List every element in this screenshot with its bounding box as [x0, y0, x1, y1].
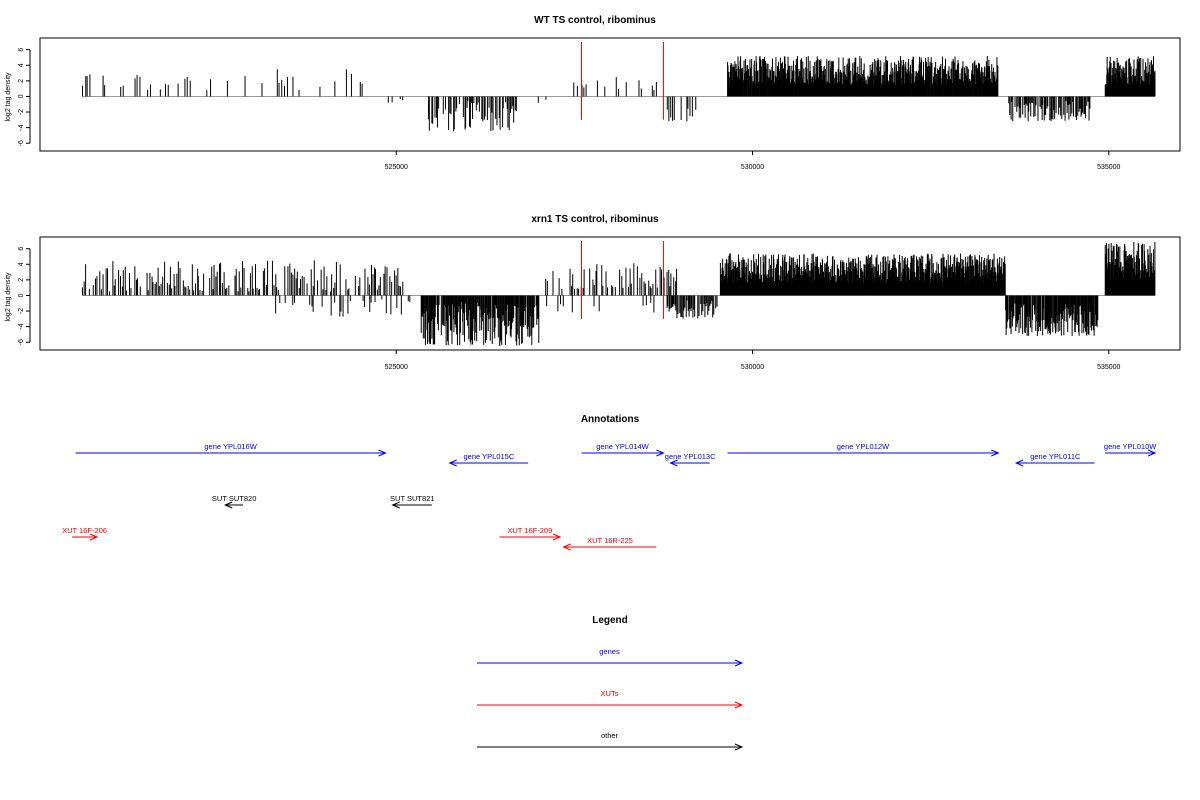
annotation-label: gene YPL012W	[837, 442, 890, 451]
annotation-label: XUT 16F-206	[62, 526, 107, 535]
xrn1-y-tick-label: 4	[18, 262, 25, 266]
wt-y-axis-label: log2 tag density	[5, 72, 12, 122]
legend-arrow-head	[734, 659, 744, 667]
legend-item: other	[477, 731, 744, 751]
annotation-feature: gene YPL011C	[1014, 452, 1095, 467]
annotation-label: gene YPL013C	[665, 452, 716, 461]
legend-label: other	[601, 731, 619, 740]
annotations-title: Annotations	[581, 414, 640, 425]
wt-y-tick-label: -6	[18, 140, 25, 146]
annotation-arrow-head	[89, 533, 99, 541]
annotation-arrow-head	[552, 533, 562, 541]
annotation-label: gene YPL010W	[1104, 442, 1157, 451]
wt-signal-bars	[82, 56, 1156, 132]
xrn1-x-tick-label: 530000	[741, 364, 764, 371]
annotation-feature: XUT 16F-209	[499, 526, 562, 541]
annotation-arrow-head	[1147, 449, 1157, 457]
annotation-arrow-head	[991, 449, 1000, 457]
annotation-feature: gene YPL013C	[665, 452, 716, 467]
xrn1-plot-frame	[39, 236, 1181, 351]
legend-arrow-head	[734, 701, 744, 709]
xrn1-signal-bars	[81, 241, 1156, 347]
annotation-label: SUT SUT821	[390, 494, 434, 503]
wt-x-tick-label: 525000	[385, 164, 408, 171]
annotation-arrow-head	[1014, 459, 1024, 467]
xrn1-panel: xrn1 TS control, ribominus log2 tag dens…	[5, 214, 1181, 371]
annotation-arrow-head	[562, 543, 571, 551]
xrn1-y-tick-label: -6	[18, 339, 25, 345]
wt-y-tick-label: 2	[18, 79, 25, 83]
annotation-feature: gene YPL014W	[581, 442, 665, 457]
annotation-arrow-head	[378, 449, 387, 457]
xrn1-x-tick-label: 535000	[1097, 364, 1120, 371]
annotation-arrow-head	[669, 459, 678, 467]
annotation-tracks: gene YPL016W gene YPL015C gene YPL014W gene…	[62, 442, 1157, 551]
annotation-feature: SUT SUT820	[212, 494, 256, 509]
annotation-feature: gene YPL012W	[727, 442, 1000, 457]
wt-x-tick-label: 530000	[741, 164, 764, 171]
wt-plot-frame	[39, 37, 1181, 152]
annotation-label: XUT 16F-209	[507, 526, 552, 535]
wt-y-tick-label: -2	[18, 109, 25, 115]
annotation-feature: XUT 16F-206	[62, 526, 107, 541]
annotation-feature: gene YPL015C	[448, 452, 529, 467]
xrn1-x-tick-label: 525000	[385, 364, 408, 371]
legend-items: genes XUTs other	[477, 647, 744, 751]
annotation-label: gene YPL016W	[204, 442, 257, 451]
annotation-arrow-head	[656, 449, 665, 457]
xrn1-y-tick-label: 0	[18, 293, 25, 297]
legend-label: XUTs	[601, 689, 619, 698]
wt-y-tick-label: -4	[18, 124, 25, 130]
annotation-arrow-head	[391, 501, 400, 509]
wt-panel-title: WT TS control, ribominus	[534, 15, 656, 26]
annotation-label: gene YPL011C	[1030, 452, 1081, 461]
legend-item: XUTs	[477, 689, 744, 709]
xrn1-y-tick-label: 6	[18, 247, 25, 251]
legend-title: Legend	[592, 615, 628, 626]
wt-plot-area: -6 -4 -2 0 2 4 6 525000 530000 535000	[18, 42, 1156, 171]
annotation-feature: gene YPL010W	[1104, 442, 1157, 457]
xrn1-y-tick-label: -4	[18, 323, 25, 329]
annotation-arrow-head	[448, 459, 457, 467]
wt-y-tick-label: 0	[18, 94, 25, 98]
wt-x-tick-label: 535000	[1097, 164, 1120, 171]
annotation-label: SUT SUT820	[212, 494, 256, 503]
annotation-label: XUT 16R-225	[587, 536, 633, 545]
xrn1-y-tick-label: 2	[18, 278, 25, 282]
xrn1-plot-area: -6 -4 -2 0 2 4 6 525000 530000 535000	[18, 241, 1156, 371]
xrn1-y-tick-label: -2	[18, 308, 25, 314]
legend-item: genes	[477, 647, 744, 667]
wt-y-tick-label: 4	[18, 63, 25, 67]
xrn1-panel-title: xrn1 TS control, ribominus	[531, 214, 659, 225]
annotation-label: gene YPL014W	[596, 442, 649, 451]
annotation-feature: XUT 16R-225	[562, 536, 657, 551]
annotation-feature: SUT SUT821	[390, 494, 435, 509]
annotation-label: gene YPL015C	[464, 452, 515, 461]
legend-label: genes	[599, 647, 620, 656]
legend-panel: Legend genes XUTs other	[477, 615, 744, 751]
legend-arrow-head	[734, 743, 744, 751]
annotation-arrow-head	[223, 501, 233, 509]
wt-panel: WT TS control, ribominus log2 tag densit…	[5, 15, 1181, 171]
annotation-feature: gene YPL016W	[75, 442, 387, 457]
wt-y-tick-label: 6	[18, 48, 25, 52]
xrn1-y-axis-label: log2 tag density	[5, 272, 12, 322]
